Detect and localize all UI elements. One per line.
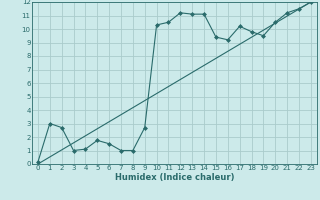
X-axis label: Humidex (Indice chaleur): Humidex (Indice chaleur) (115, 173, 234, 182)
